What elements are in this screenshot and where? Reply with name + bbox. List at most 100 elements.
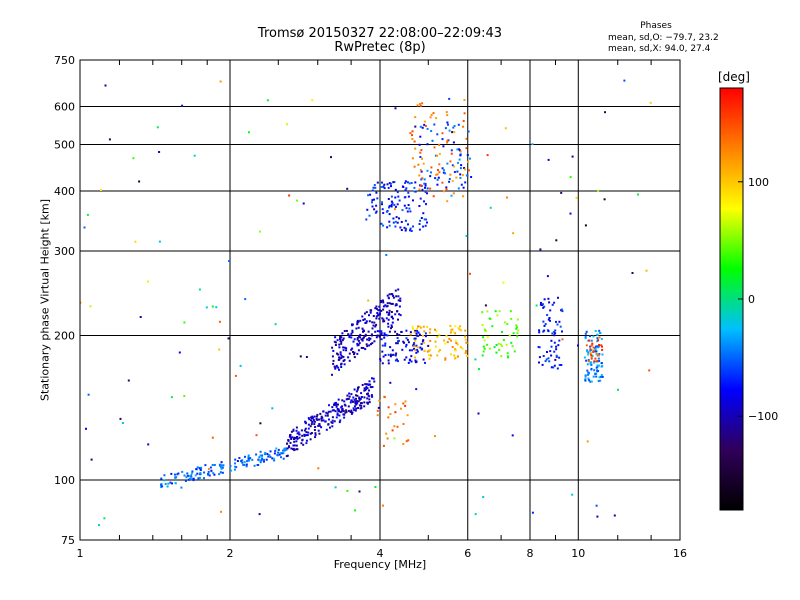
data-point [441,132,444,135]
data-point [380,332,383,335]
data-point [416,350,419,353]
data-point [301,438,304,441]
data-point [355,327,358,330]
data-point [588,372,590,375]
data-point [337,403,339,406]
data-point [331,416,334,419]
data-point [208,474,211,477]
data-point [374,211,377,214]
data-point [251,458,254,461]
data-point [204,464,207,467]
data-point [291,436,294,439]
data-point [601,345,603,348]
data-point [453,165,456,168]
data-points [79,79,652,527]
data-point [220,466,222,469]
data-point [132,157,135,160]
chart-subtitle: RwPretec (8p) [334,40,426,55]
data-point [375,315,378,318]
data-point [394,313,397,316]
data-point [405,345,407,348]
data-point [373,208,376,211]
data-point [444,172,447,175]
data-point [385,254,388,256]
data-point [247,456,250,458]
data-point [601,353,604,356]
data-point [338,346,341,349]
data-point [297,431,300,434]
data-point [548,317,551,319]
data-point [549,309,552,312]
data-point [400,331,403,333]
data-point [331,346,334,349]
data-point [255,453,258,456]
data-point [360,346,363,349]
data-point [464,352,467,354]
data-point [396,191,399,194]
data-point [169,481,172,484]
data-point [372,186,375,189]
data-point [387,186,390,189]
data-point [307,417,310,420]
data-point [349,411,352,413]
data-point [274,449,277,452]
data-point [304,427,307,430]
data-point [595,345,598,348]
data-point [221,464,224,467]
data-point [380,299,383,302]
data-point [345,329,348,332]
data-point [597,189,600,192]
data-point [90,458,93,461]
data-point [392,221,395,224]
data-point [356,336,359,339]
data-point [289,433,292,436]
data-point [450,152,453,155]
data-point [332,362,335,365]
data-point [589,349,592,352]
data-point [363,318,366,321]
data-point [592,349,595,352]
data-point [185,476,188,479]
data-point [418,223,421,225]
data-point [331,422,334,424]
data-point [337,409,340,412]
data-point [596,360,599,363]
data-point [289,441,292,444]
data-point [500,343,502,346]
data-point [363,330,365,332]
data-point [338,343,341,346]
data-point [416,329,419,332]
data-point [330,156,332,159]
data-point [243,463,246,466]
data-point [498,310,501,313]
data-point [284,447,287,450]
data-point [508,334,511,337]
x-tick-label: 10 [571,547,585,560]
data-point [421,126,424,129]
data-point [419,169,422,172]
data-point [199,476,201,479]
data-point [392,181,395,184]
data-point [592,361,595,364]
data-point [245,465,248,468]
data-point [357,326,360,329]
data-point [617,388,619,391]
data-point [454,357,457,360]
data-point [239,364,242,367]
data-point [334,367,337,370]
data-point [386,302,389,305]
data-point [430,166,433,169]
data-point [458,149,461,152]
chart-title: Tromsø 20150327 22:08:00–22:09:43 [257,26,503,41]
data-point [538,356,541,359]
data-point [229,465,232,468]
data-point [371,334,373,337]
data-point [402,402,405,405]
data-point [361,315,364,318]
data-point [354,402,357,405]
data-point [418,228,421,231]
data-point [390,354,393,357]
data-point [331,373,333,376]
y-tick-label: 300 [54,245,75,258]
data-point [341,332,344,335]
